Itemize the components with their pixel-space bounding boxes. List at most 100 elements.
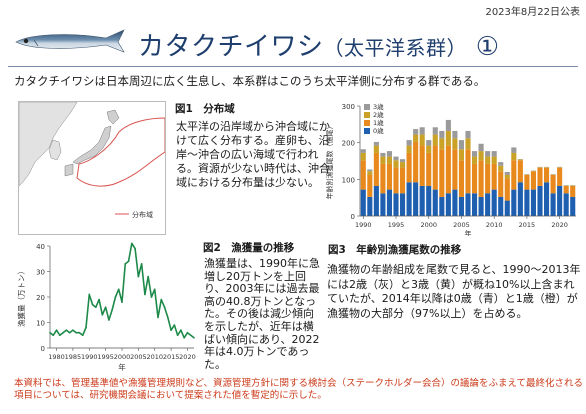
bar-segment-0歳	[439, 196, 445, 216]
catch-data-point	[81, 334, 84, 337]
map-legend-label: 分布域	[132, 210, 153, 219]
bar-segment-0歳	[380, 193, 386, 216]
bar-segment-0歳	[367, 196, 373, 216]
catch-data-point	[127, 260, 130, 263]
bar-segment-3歳	[360, 149, 366, 153]
bar-segment-1歳	[530, 171, 537, 190]
title-main: カタクチイワシ	[138, 32, 324, 62]
bar-segment-2歳	[485, 156, 491, 164]
x-tick-label: 2005	[453, 221, 470, 229]
bar-segment-1歳	[426, 152, 432, 186]
bar-segment-2歳	[452, 138, 458, 150]
bar-segment-1歳	[445, 145, 451, 194]
catch-data-point	[104, 306, 107, 308]
bar-segment-0歳	[537, 185, 543, 216]
x-tick-label: 2010	[486, 221, 503, 229]
bar-segment-3歳	[504, 172, 510, 175]
bar-segment-0歳	[360, 189, 366, 216]
bar-segment-3歳	[406, 140, 412, 146]
catch-data-point	[65, 329, 68, 331]
x-tick-label: 2015	[163, 353, 180, 361]
bar-segment-3歳	[399, 159, 406, 163]
bar-segment-0歳	[511, 189, 517, 216]
bar-segment-0歳	[452, 189, 458, 216]
x-tick-label: 1980	[48, 353, 65, 361]
x-tick-label: 1990	[355, 221, 372, 229]
legend-swatch	[364, 128, 370, 134]
catch-data-point	[124, 263, 127, 265]
catch-data-point	[140, 263, 143, 265]
bar-segment-2歳	[360, 152, 366, 161]
bar-segment-1歳	[478, 160, 484, 197]
bar-segment-2歳	[445, 130, 451, 146]
catch-data-point	[163, 306, 166, 308]
bar-segment-2歳	[439, 138, 445, 150]
bar-segment-0歳	[478, 196, 484, 216]
bar-segment-2歳	[432, 134, 438, 146]
y-tick-label: 0	[351, 213, 355, 221]
catch-data-point	[108, 319, 110, 321]
bar-segment-1歳	[393, 167, 399, 194]
bar-segment-1歳	[498, 171, 504, 197]
bar-segment-3歳	[458, 140, 465, 150]
fig1-title: 図1 分布域	[175, 103, 235, 115]
bar-segment-3歳	[380, 152, 386, 157]
catch-data-point	[176, 334, 179, 337]
catch-data-point	[52, 334, 55, 337]
kyushu-shape	[64, 163, 74, 177]
bar-segment-3歳	[511, 147, 517, 153]
catch-data-point	[144, 293, 146, 296]
legend-label: 0歳	[373, 126, 384, 135]
bar-segment-0歳	[485, 193, 491, 216]
bar-segment-2歳	[393, 160, 399, 168]
catch-series-line	[49, 242, 195, 339]
bar-segment-1歳	[360, 160, 366, 190]
bar-segment-2歳	[471, 156, 478, 164]
bar-segment-2歳	[478, 151, 484, 161]
catch-data-point	[78, 331, 81, 334]
catch-data-point	[170, 329, 172, 331]
y-tick-label: 20	[36, 294, 45, 302]
bar-segment-3歳	[373, 141, 379, 146]
bar-segment-2歳	[413, 134, 419, 142]
bar-segment-1歳	[367, 174, 373, 197]
legend-label: 3歳	[373, 102, 384, 111]
catch-data-point	[173, 324, 176, 326]
map-svg: 分布域	[19, 102, 165, 234]
catch-trend-chart: 0 10 20 30 40 1980 1985 1990 1995 2000 2005 2010 201…	[16, 242, 196, 372]
bar-segment-2歳	[517, 159, 523, 161]
bar-segment-2歳	[399, 162, 406, 168]
legend-swatch	[364, 104, 370, 110]
y-tick-label: 200	[342, 140, 355, 148]
x-tick-label: 1990	[81, 353, 98, 361]
bar-segment-3歳	[465, 130, 471, 139]
bar-segment-3歳	[478, 143, 484, 152]
x-tick-label: 2000	[420, 221, 437, 229]
bar-segment-0歳	[471, 193, 478, 216]
bar-segment-1歳	[380, 163, 386, 194]
bar-segment-0歳	[373, 185, 379, 216]
bar-segment-0歳	[550, 193, 556, 216]
catch-data-point	[88, 293, 91, 296]
legend-swatch	[364, 120, 370, 126]
legend-label: 2歳	[373, 110, 384, 119]
x-tick-label: 2020	[179, 353, 196, 361]
catch-data-point	[147, 275, 149, 278]
catch-data-point	[160, 298, 163, 301]
bar-segment-3歳	[471, 151, 478, 157]
catch-data-point	[121, 301, 123, 303]
x-tick-label: 1995	[388, 221, 405, 229]
footnote: 本資料では、管理基準値や漁獲管理規則など、資源管理方針に関する検討会（ステークホ…	[14, 378, 584, 401]
x-tick-label: 2000	[114, 353, 131, 361]
bar-segment-2歳	[386, 156, 393, 164]
legend-swatch	[364, 112, 370, 118]
intro-text: カタクチイワシは日本周辺に広く生息し、本系群はこのうち太平洋側に分布する群である…	[14, 74, 486, 88]
fig3-title: 図3 年齢別漁獲尾数の推移	[328, 244, 462, 256]
bar-segment-1歳	[511, 160, 517, 190]
bar-segment-0歳	[465, 193, 471, 216]
bar-segment-0歳	[432, 189, 438, 216]
x-tick-label: 2005	[130, 353, 147, 361]
bar-segment-1歳	[432, 145, 438, 190]
bar-segment-2歳	[419, 134, 425, 146]
bar-segment-1歳	[373, 152, 379, 186]
